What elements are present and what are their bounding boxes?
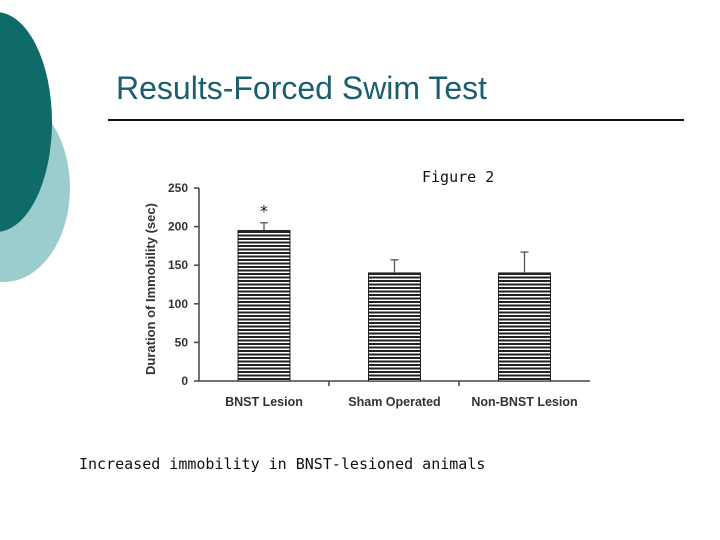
y-tick-label: 50 bbox=[175, 335, 189, 349]
y-tick-label: 0 bbox=[181, 374, 188, 388]
figure-label: Figure 2 bbox=[422, 168, 495, 186]
x-category-label: Non-BNST Lesion bbox=[471, 395, 577, 409]
bar bbox=[498, 272, 551, 382]
slide-title: Results-Forced Swim Test bbox=[116, 70, 488, 106]
title-divider bbox=[108, 119, 684, 121]
y-tick-label: 200 bbox=[168, 220, 188, 234]
y-tick-label: 150 bbox=[168, 258, 188, 272]
x-category-label: Sham Operated bbox=[348, 395, 440, 409]
deco-dark-circle bbox=[0, 12, 52, 232]
y-tick-label: 250 bbox=[168, 181, 188, 195]
bar bbox=[368, 272, 421, 382]
slide-caption: Increased immobility in BNST-lesioned an… bbox=[79, 455, 486, 473]
bar bbox=[237, 229, 291, 382]
significance-marker: * bbox=[259, 202, 269, 221]
y-tick-label: 100 bbox=[168, 297, 188, 311]
x-category-label: BNST Lesion bbox=[225, 395, 303, 409]
y-axis-title: Duration of Immobility (sec) bbox=[143, 203, 158, 375]
